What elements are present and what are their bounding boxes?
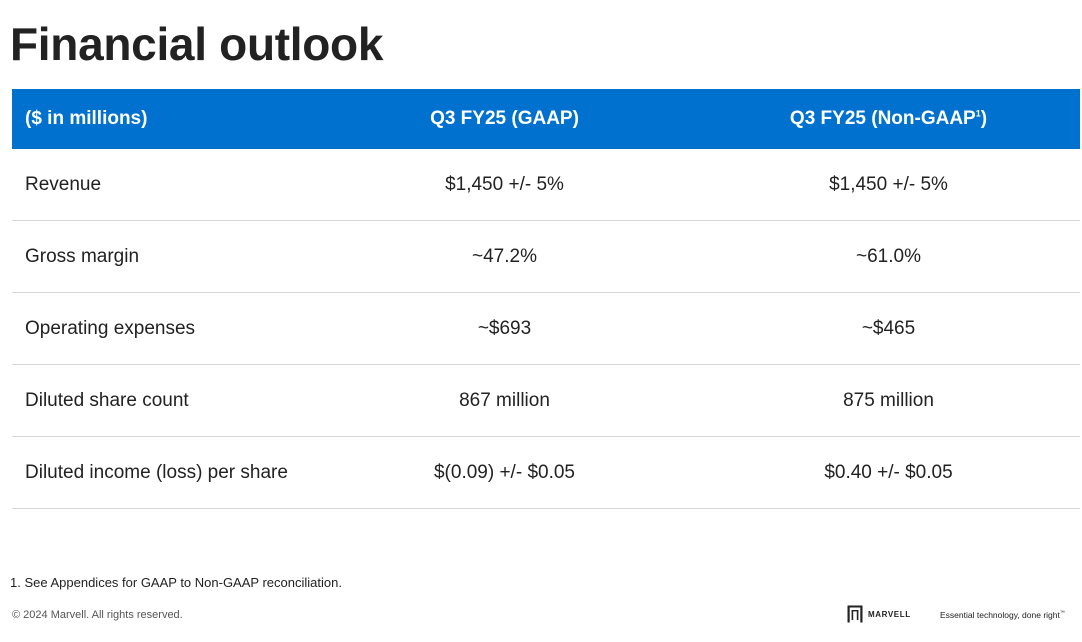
header-nongaap-column: Q3 FY25 (Non-GAAP1) — [697, 89, 1080, 149]
table-body: Revenue $1,450 +/- 5% $1,450 +/- 5% Gros… — [12, 149, 1080, 509]
row-gaap-value: ~47.2% — [312, 220, 697, 293]
header-label-column: ($ in millions) — [12, 89, 312, 149]
table-row: Diluted share count 867 million 875 mill… — [12, 364, 1080, 437]
row-label: Revenue — [12, 149, 312, 221]
row-label: Gross margin — [12, 220, 312, 293]
brand-name: MARVELL — [868, 609, 911, 619]
tagline-trademark: ™ — [1059, 610, 1065, 617]
row-gaap-value: 867 million — [312, 364, 697, 437]
row-nongaap-value: ~$465 — [697, 292, 1080, 365]
copyright-notice: © 2024 Marvell. All rights reserved. — [12, 609, 183, 621]
header-gaap-column: Q3 FY25 (GAAP) — [312, 89, 697, 149]
row-label: Diluted income (loss) per share — [12, 436, 312, 509]
table-row: Revenue $1,450 +/- 5% $1,450 +/- 5% — [12, 149, 1080, 221]
row-nongaap-value: ~61.0% — [697, 220, 1080, 293]
row-gaap-value: ~$693 — [312, 292, 697, 365]
tagline-text: Essential technology, done right — [940, 610, 1060, 620]
header-nongaap-text: Q3 FY25 (Non-GAAP — [789, 108, 976, 129]
row-gaap-value: $(0.09) +/- $0.05 — [312, 436, 697, 509]
row-gaap-value: $1,450 +/- 5% — [312, 149, 697, 221]
table-row: Diluted income (loss) per share $(0.09) … — [12, 436, 1080, 509]
row-label: Operating expenses — [12, 292, 312, 365]
table-row: Gross margin ~47.2% ~61.0% — [12, 220, 1080, 293]
row-nongaap-value: $0.40 +/- $0.05 — [697, 436, 1080, 509]
row-nongaap-value: $1,450 +/- 5% — [697, 149, 1080, 221]
brand-lockup: MARVELL — [847, 605, 911, 623]
header-nongaap-close: ) — [980, 108, 988, 129]
row-label: Diluted share count — [12, 364, 312, 437]
row-nongaap-value: 875 million — [697, 364, 1080, 437]
brand-tagline: Essential technology, done right™ — [940, 610, 1065, 620]
table-header-row: ($ in millions) Q3 FY25 (GAAP) Q3 FY25 (… — [12, 89, 1080, 149]
footnote: 1. See Appendices for GAAP to Non-GAAP r… — [10, 575, 342, 590]
table-header: ($ in millions) Q3 FY25 (GAAP) Q3 FY25 (… — [12, 89, 1080, 149]
header-nongaap-footnote-marker: 1 — [975, 108, 981, 119]
marvell-logo-icon — [847, 605, 863, 623]
financial-outlook-table: ($ in millions) Q3 FY25 (GAAP) Q3 FY25 (… — [12, 89, 1080, 509]
slide-title: Financial outlook — [10, 18, 384, 70]
table-row: Operating expenses ~$693 ~$465 — [12, 292, 1080, 365]
